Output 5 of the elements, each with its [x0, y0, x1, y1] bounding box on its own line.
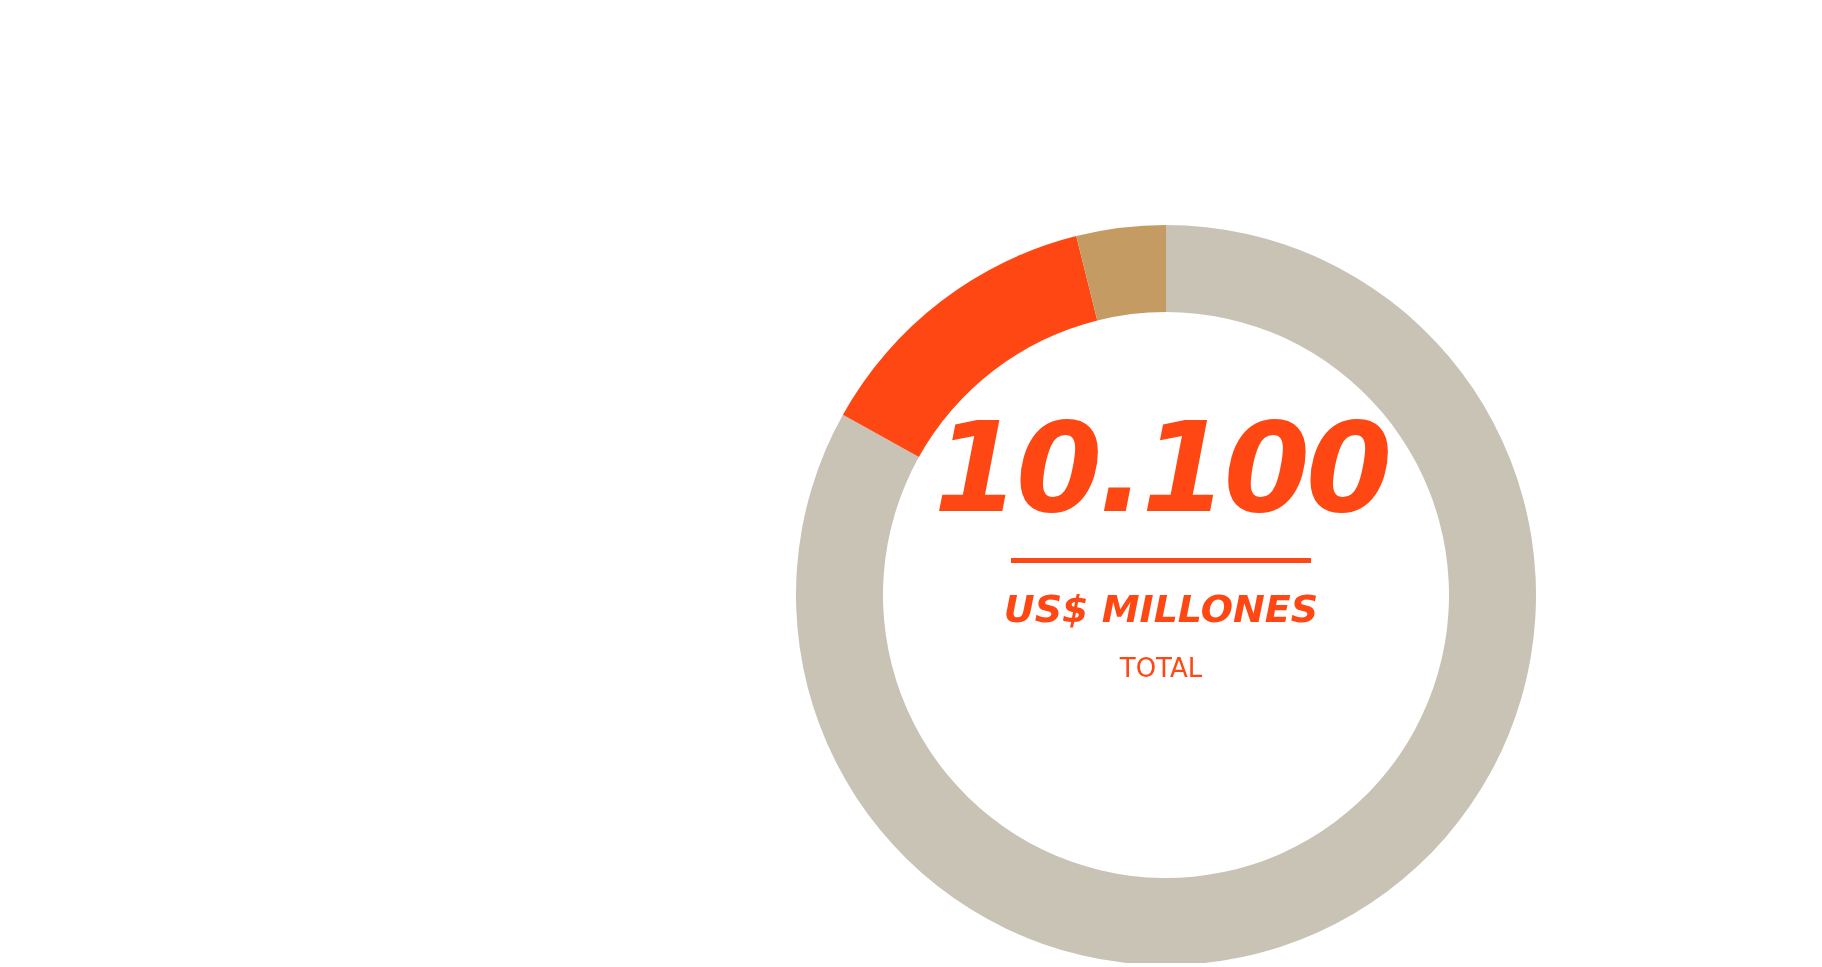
text: US$ MILLONES	[1002, 587, 1320, 632]
donut-slice	[1076, 225, 1166, 321]
text: TOTAL	[1118, 653, 1204, 684]
donut-slice	[796, 225, 1536, 963]
text: 10.100	[932, 396, 1390, 540]
